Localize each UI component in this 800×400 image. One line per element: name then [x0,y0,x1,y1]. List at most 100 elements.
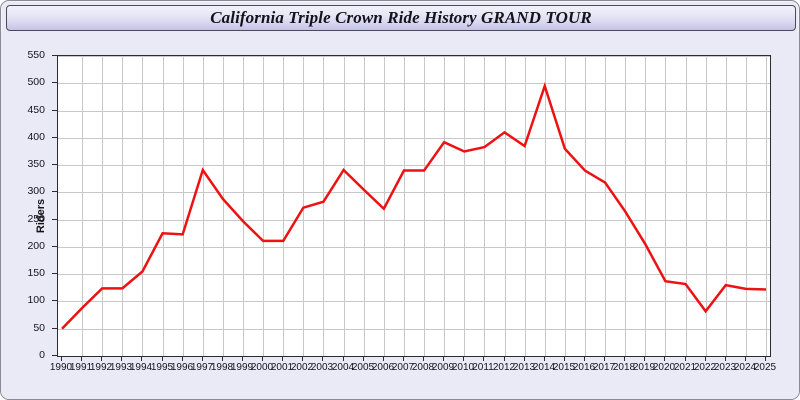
y-tick-mark [52,219,57,220]
gridline-vertical [746,56,747,356]
x-tick-label: 2019 [632,362,656,373]
gridline-vertical [283,56,284,356]
gridline-horizontal [58,220,770,221]
gridline-vertical [404,56,405,356]
x-tick-label: 2015 [552,362,576,373]
x-tick-label: 2008 [411,362,435,373]
x-tick-mark [202,356,203,361]
x-tick-label: 1998 [210,362,234,373]
gridline-vertical [163,56,164,356]
x-tick-mark [524,356,525,361]
x-tick-label: 1992 [89,362,113,373]
x-tick-label: 2003 [310,362,334,373]
x-tick-mark [222,356,223,361]
plot-container: Riders 0 50 100 150 200 250 300 350 400 450 500 550… [1,32,799,399]
x-tick-label: 2022 [693,362,717,373]
gridline-vertical [625,56,626,356]
title-bar: California Triple Crown Ride History GRA… [6,5,796,31]
x-tick-label: 2014 [532,362,556,373]
x-tick-label: 2009 [431,362,455,373]
x-tick-mark [644,356,645,361]
x-tick-label: 2025 [753,362,777,373]
x-tick-mark [383,356,384,361]
x-tick-label: 2010 [451,362,475,373]
x-tick-label: 1990 [49,362,73,373]
x-tick-label: 2023 [713,362,737,373]
x-tick-mark [302,356,303,361]
x-tick-mark [363,356,364,361]
x-tick-mark [141,356,142,361]
plot-area [57,55,771,357]
x-tick-label: 2012 [492,362,516,373]
y-tick-mark [52,137,57,138]
gridline-vertical [364,56,365,356]
gridline-vertical [585,56,586,356]
y-tick-mark [52,300,57,301]
x-tick-label: 2011 [472,362,494,373]
y-tick-label: 450 [27,104,45,116]
x-tick-mark [121,356,122,361]
x-tick-label: 2021 [673,362,697,373]
x-tick-label: 1991 [69,362,93,373]
chart-title: California Triple Crown Ride History GRA… [210,8,592,27]
y-tick-label: 400 [27,131,45,143]
y-tick-label: 150 [27,267,45,279]
gridline-vertical [525,56,526,356]
x-tick-mark [262,356,263,361]
y-tick-label: 0 [39,349,45,361]
gridline-vertical [484,56,485,356]
gridline-horizontal [58,56,770,57]
x-tick-mark [624,356,625,361]
gridline-vertical [183,56,184,356]
y-tick-label: 100 [27,294,45,306]
x-tick-mark [564,356,565,361]
gridline-vertical [766,56,767,356]
x-tick-label: 1995 [150,362,174,373]
x-tick-label: 2007 [391,362,415,373]
y-tick-label: 200 [27,240,45,252]
x-tick-label: 2017 [592,362,616,373]
x-tick-mark [705,356,706,361]
gridline-vertical [102,56,103,356]
x-tick-label: 2002 [290,362,314,373]
x-tick-mark [544,356,545,361]
y-tick-label: 350 [27,158,45,170]
gridline-vertical [323,56,324,356]
gridline-vertical [142,56,143,356]
gridline-vertical [424,56,425,356]
series-polyline [61,81,767,330]
gridline-vertical [505,56,506,356]
gridline-vertical [203,56,204,356]
gridline-vertical [122,56,123,356]
x-tick-mark [483,356,484,361]
x-tick-mark [322,356,323,361]
x-tick-label: 1994 [129,362,153,373]
y-tick-mark [52,355,57,356]
x-tick-label: 1996 [170,362,194,373]
x-tick-label: 1993 [109,362,133,373]
x-tick-label: 2020 [652,362,676,373]
y-tick-mark [52,110,57,111]
gridline-vertical [464,56,465,356]
x-tick-label: 2004 [331,362,355,373]
x-tick-label: 2005 [351,362,375,373]
gridline-horizontal [58,301,770,302]
x-tick-label: 2024 [733,362,757,373]
x-tick-mark [242,356,243,361]
x-tick-mark [463,356,464,361]
gridline-vertical [82,56,83,356]
x-tick-label: 2006 [371,362,395,373]
x-tick-mark [765,356,766,361]
x-tick-label: 2016 [572,362,596,373]
gridline-vertical [605,56,606,356]
y-tick-label: 500 [27,76,45,88]
y-tick-mark [52,328,57,329]
x-tick-mark [664,356,665,361]
x-tick-mark [604,356,605,361]
x-tick-label: 2013 [512,362,536,373]
gridline-vertical [243,56,244,356]
y-tick-mark [52,82,57,83]
y-tick-label: 50 [33,322,45,334]
x-tick-mark [182,356,183,361]
